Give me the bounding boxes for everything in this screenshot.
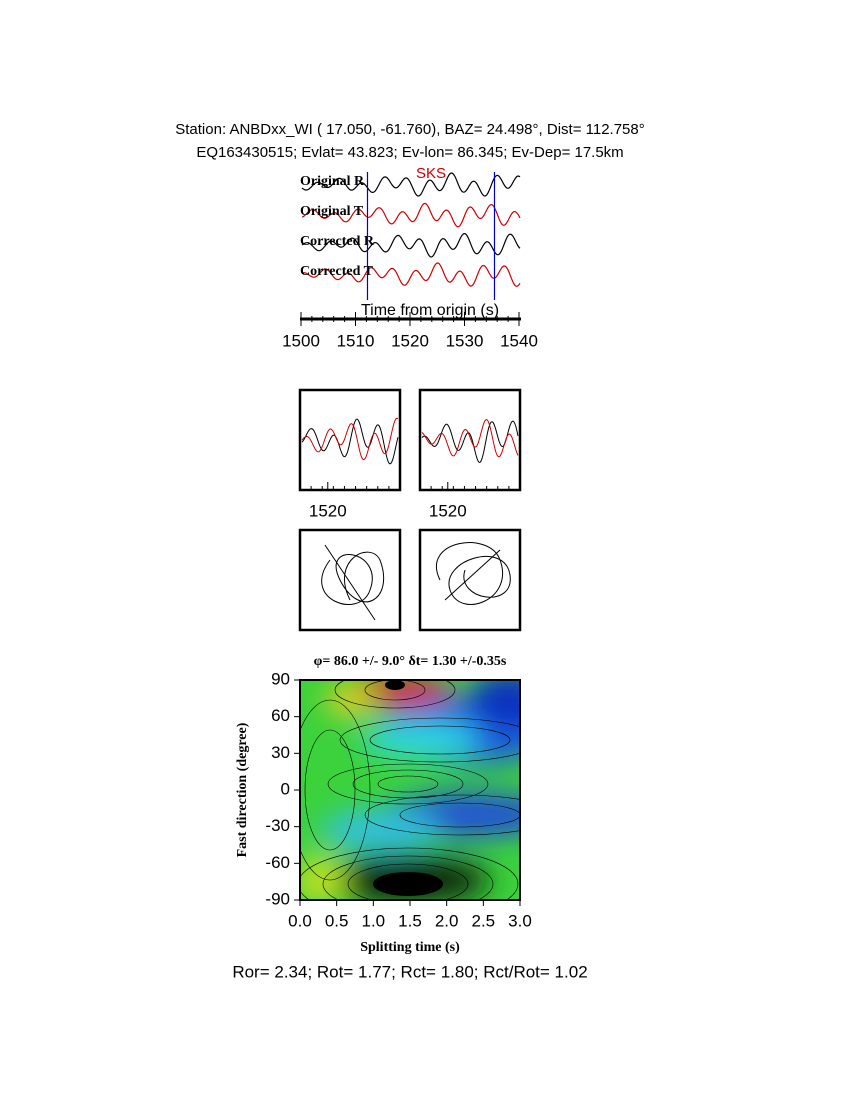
panel-frame [418, 528, 522, 632]
header-line: Station: ANBDxx_WI ( 17.050, -61.760), B… [175, 121, 644, 138]
y-tick-label: -60 [265, 853, 290, 872]
x-tick-label: 2.0 [435, 911, 459, 930]
y-tick-label: -90 [265, 889, 290, 908]
x-tick-label: 1510 [337, 331, 375, 350]
x-axis-label: Splitting time (s) [360, 940, 460, 955]
trace [421, 420, 519, 463]
panel-frame [418, 388, 522, 492]
phase-label: SKS [416, 165, 446, 182]
trace-label: Corrected T [300, 264, 374, 279]
trace [301, 233, 521, 258]
footer: Ror= 2.34; Rot= 1.77; Rct= 1.80; Rct/Rot… [232, 962, 587, 981]
panel-frame [298, 388, 402, 492]
x-tick-label: 1540 [500, 331, 538, 350]
x-tick-label: 0.5 [325, 911, 349, 930]
panel-frame [298, 528, 402, 632]
x-tick-label: 1520 [309, 501, 347, 520]
trace-label: Original R [300, 174, 365, 189]
x-axis-label: Time from origin (s) [361, 302, 499, 319]
y-tick-label: 30 [271, 743, 290, 762]
x-tick-label: 1530 [446, 331, 484, 350]
trace [301, 262, 521, 287]
trace [301, 418, 399, 465]
x-tick-label: 3.0 [508, 911, 532, 930]
y-tick-label: -30 [265, 816, 290, 835]
trace [301, 202, 521, 228]
x-tick-label: 1520 [391, 331, 429, 350]
trace [301, 172, 521, 197]
particle-motion [321, 544, 385, 621]
x-tick-label: 1.5 [398, 911, 422, 930]
trace-label: Original T [300, 204, 364, 219]
y-tick-label: 60 [271, 706, 290, 725]
x-tick-label: 0.0 [288, 911, 312, 930]
x-tick-label: 1500 [282, 331, 320, 350]
x-tick-label: 1.0 [362, 911, 386, 930]
trace [301, 417, 399, 461]
x-tick-label: 1520 [429, 501, 467, 520]
trace-label: Corrected R [300, 234, 375, 249]
y-tick-label: 90 [271, 669, 290, 688]
y-axis-label: Fast direction (degree) [235, 722, 250, 857]
particle-motion [436, 542, 511, 605]
y-tick-label: 0 [281, 779, 290, 798]
chart-title: φ= 86.0 +/- 9.0° δt= 1.30 +/-0.35s [314, 654, 507, 669]
x-tick-label: 2.5 [472, 911, 496, 930]
misfit-map [300, 680, 520, 900]
trace [421, 419, 519, 458]
header-line: EQ163430515; Evlat= 43.823; Ev-lon= 86.3… [196, 144, 623, 161]
